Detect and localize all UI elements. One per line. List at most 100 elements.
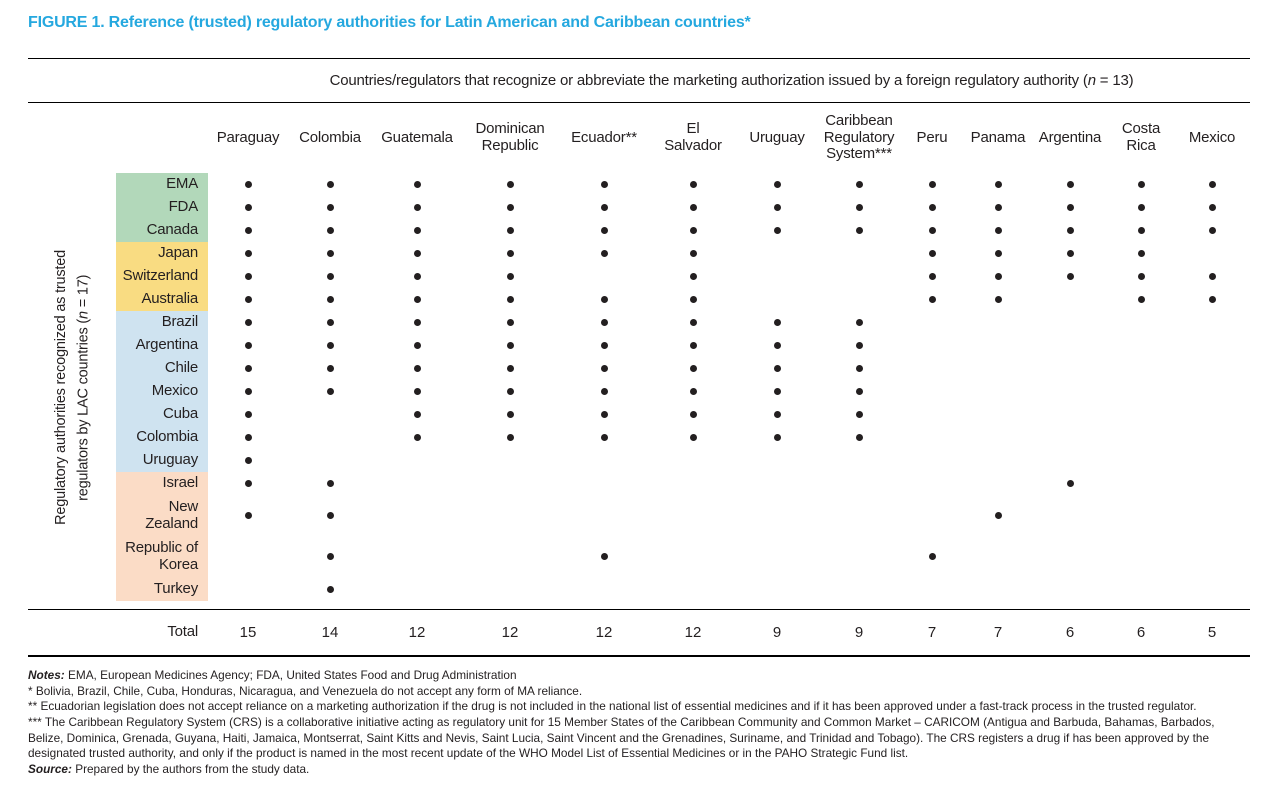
row-label: Chile [116, 357, 208, 380]
row-label: Brazil [116, 311, 208, 334]
row-label: Cuba [116, 403, 208, 426]
dot [326, 273, 334, 280]
dot [326, 342, 334, 349]
dot-cell [208, 495, 288, 536]
dot [1208, 227, 1216, 234]
column-header: Guatemala [381, 128, 453, 146]
dot [1137, 181, 1145, 188]
column-header: Colombia [299, 128, 361, 146]
dot [600, 553, 608, 560]
dot-cell [208, 219, 288, 242]
row-label: New Zealand [116, 495, 208, 536]
dot-cell [964, 288, 1032, 311]
dot [1066, 181, 1074, 188]
dot-cell [736, 426, 818, 449]
dot [506, 434, 514, 441]
total-value: 9 [772, 624, 782, 641]
total-value: 7 [927, 624, 937, 641]
dot [244, 296, 252, 303]
dot-cell [1032, 219, 1108, 242]
dot-cell [558, 242, 650, 265]
dot-cell [650, 311, 736, 334]
dot [244, 181, 252, 188]
dot [689, 204, 697, 211]
dot-cell [288, 334, 372, 357]
dot-cell [208, 196, 288, 219]
dot [413, 227, 421, 234]
dot [326, 204, 334, 211]
column-header: Mexico [1188, 128, 1236, 146]
dot-cell [288, 288, 372, 311]
dot [413, 181, 421, 188]
dot-cell [818, 173, 900, 196]
table-caption-suffix: = 13) [1095, 72, 1134, 89]
dot [773, 411, 781, 418]
dot [413, 434, 421, 441]
column-header: Argentina [1038, 128, 1102, 146]
row-label: Turkey [116, 577, 208, 601]
dot-cell [650, 242, 736, 265]
dot-cell [288, 357, 372, 380]
dot-cell [736, 219, 818, 242]
column-header: El Salvador [664, 120, 722, 154]
row-label: Uruguay [116, 449, 208, 472]
dot [506, 388, 514, 395]
dot-cell [462, 288, 558, 311]
dot [994, 512, 1002, 519]
dot-cell [558, 536, 650, 577]
dot-cell [462, 196, 558, 219]
dot-cell [1108, 265, 1174, 288]
dot [994, 296, 1002, 303]
dot-cell [650, 196, 736, 219]
dot [244, 388, 252, 395]
row-label: Mexico [116, 380, 208, 403]
dot-cell [818, 380, 900, 403]
dot-cell [558, 380, 650, 403]
dot [928, 227, 936, 234]
dot-cell [372, 334, 462, 357]
dot [326, 181, 334, 188]
dot [1208, 273, 1216, 280]
dot [244, 457, 252, 464]
dot [994, 250, 1002, 257]
row-axis-label-line1: Regulatory authorities recognized as tru… [52, 249, 69, 525]
table-caption-n: n [1087, 72, 1096, 89]
divider-under-caption [28, 102, 1250, 103]
dot [506, 181, 514, 188]
dot-cell [964, 242, 1032, 265]
dot-cell [818, 426, 900, 449]
dot [244, 480, 252, 487]
row-label: EMA [116, 173, 208, 196]
dot-cell [208, 288, 288, 311]
dot-cell [462, 380, 558, 403]
dot [600, 342, 608, 349]
row-label: Argentina [116, 334, 208, 357]
total-value: 12 [501, 624, 519, 641]
dot [506, 365, 514, 372]
dot [1066, 250, 1074, 257]
dot [413, 273, 421, 280]
dot-cell [288, 577, 372, 601]
dot-cell [372, 288, 462, 311]
dot-cell [900, 288, 964, 311]
dot-cell [1032, 472, 1108, 495]
dot [855, 204, 863, 211]
dot-cell [462, 334, 558, 357]
dot [689, 319, 697, 326]
dot [689, 434, 697, 441]
dot [1066, 204, 1074, 211]
figure-notes: Notes: EMA, European Medicines Agency; F… [28, 668, 1250, 778]
dot-cell [1108, 242, 1174, 265]
dot-cell [650, 173, 736, 196]
dot-cell [964, 173, 1032, 196]
total-value: 12 [684, 624, 702, 641]
dot [1137, 204, 1145, 211]
dot-cell [462, 265, 558, 288]
column-header: Caribbean Regulatory System*** [823, 111, 895, 163]
dot [506, 227, 514, 234]
dot [600, 250, 608, 257]
dot [855, 342, 863, 349]
dot [1137, 227, 1145, 234]
dot-cell [1032, 265, 1108, 288]
dot [773, 434, 781, 441]
